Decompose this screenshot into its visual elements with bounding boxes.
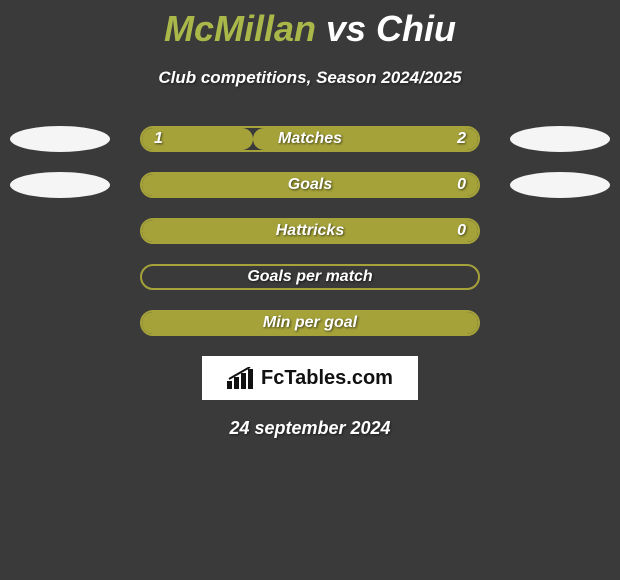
stat-bar: Goals per match [140, 264, 480, 290]
player2-badge [510, 172, 610, 198]
stat-bar: Matches1 2 [140, 126, 480, 152]
title-vs: vs [326, 8, 366, 49]
logo-bold: Fc [261, 367, 284, 389]
stats-container: Matches12Goals0Hattricks0Goals per match… [0, 126, 620, 336]
stat-row: Min per goal [0, 310, 620, 336]
page-title: McMillan vs Chiu [0, 0, 620, 50]
bars-icon [227, 367, 257, 389]
stat-value-right: 0 [457, 174, 466, 196]
stat-bar: Goals0 [140, 172, 480, 198]
stat-row: Matches1 2 [0, 126, 620, 152]
subtitle: Club competitions, Season 2024/2025 [0, 68, 620, 88]
player1-badge [10, 126, 110, 152]
stat-label: Goals [142, 174, 478, 196]
stat-label: Min per goal [142, 312, 478, 334]
stat-bar: Min per goal [140, 310, 480, 336]
stat-row: Hattricks0 [0, 218, 620, 244]
stat-label: Goals per match [142, 266, 478, 288]
title-player2: Chiu [376, 8, 456, 49]
stat-label: Matches [142, 128, 478, 150]
date: 24 september 2024 [0, 418, 620, 439]
player1-badge [10, 172, 110, 198]
logo: FcTables.com [227, 367, 393, 390]
logo-rest: Tables.com [284, 367, 393, 389]
stat-bar: Hattricks0 [140, 218, 480, 244]
stat-value-left: 1 [154, 128, 163, 150]
logo-box: FcTables.com [202, 356, 418, 400]
stat-label: Hattricks [142, 220, 478, 242]
title-player1: McMillan [164, 8, 316, 49]
player2-badge [510, 126, 610, 152]
stat-row: Goals per match [0, 264, 620, 290]
stat-value-right: 2 [457, 128, 466, 150]
stat-row: Goals0 [0, 172, 620, 198]
stat-value-right: 0 [457, 220, 466, 242]
